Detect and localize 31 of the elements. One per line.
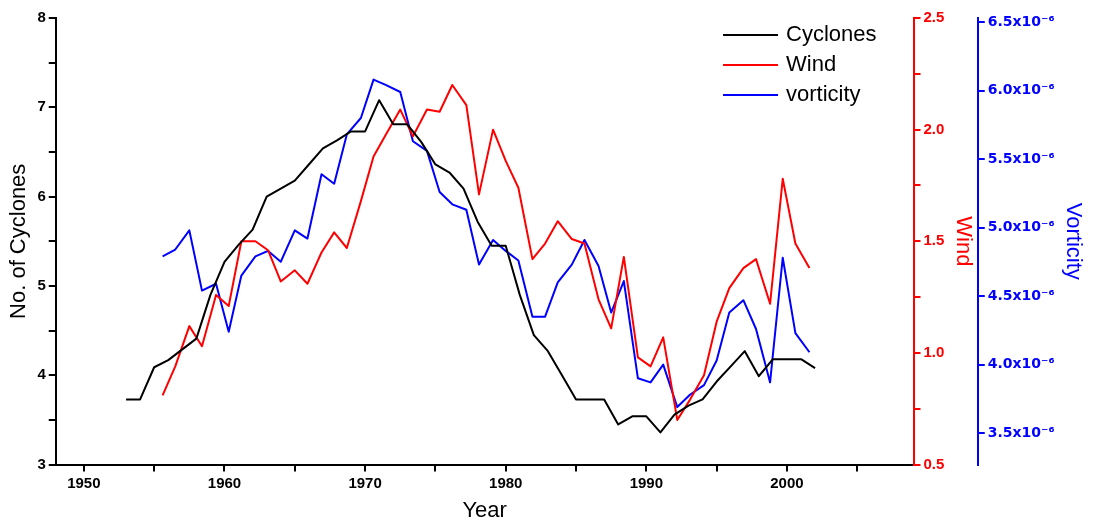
y-axis-title: No. of Cyclones bbox=[5, 163, 31, 319]
y3-tick-label: 6.5x10⁻⁶ bbox=[987, 12, 1055, 29]
y3-tick-label: 4.0x10⁻⁶ bbox=[987, 355, 1055, 372]
x-tick-label: 2000 bbox=[770, 473, 804, 491]
y-tick-label: 5 bbox=[37, 276, 46, 294]
y2-tick-label: 2.5 bbox=[923, 8, 945, 26]
y3-tick-label: 3.5x10⁻⁶ bbox=[987, 423, 1055, 440]
x-axis-title: Year bbox=[462, 496, 507, 522]
y2-tick-label: 1.5 bbox=[923, 231, 945, 249]
y3-axis-title: Vorticity bbox=[1061, 202, 1087, 280]
y2-tick-label: 0.5 bbox=[923, 454, 945, 472]
x-tick-label: 1990 bbox=[629, 473, 664, 491]
y-tick-label: 6 bbox=[37, 186, 46, 204]
legend-label: Cyclones bbox=[786, 21, 877, 47]
y-tick-label: 7 bbox=[37, 97, 46, 115]
y-tick-label: 4 bbox=[37, 365, 47, 383]
y3-tick-label: 5.0x10⁻⁶ bbox=[987, 218, 1055, 235]
y2-axis-title: Wind bbox=[951, 216, 977, 267]
legend-label: Wind bbox=[786, 51, 837, 77]
y-tick-label: 3 bbox=[37, 454, 46, 472]
x-tick-label: 1970 bbox=[348, 473, 382, 491]
x-tick-label: 1960 bbox=[207, 473, 242, 491]
y3-tick-label: 4.5x10⁻⁶ bbox=[987, 286, 1055, 303]
x-tick-label: 1980 bbox=[489, 473, 523, 491]
x-tick-label: 1950 bbox=[67, 473, 101, 491]
y3-tick-label: 6.0x10⁻⁶ bbox=[987, 81, 1055, 98]
y2-tick-label: 1.0 bbox=[923, 343, 945, 361]
y-tick-label: 8 bbox=[37, 8, 46, 26]
legend-label: vorticity bbox=[786, 81, 861, 107]
y2-tick-label: 2.0 bbox=[923, 119, 945, 137]
y3-tick-label: 5.5x10⁻⁶ bbox=[987, 149, 1055, 166]
